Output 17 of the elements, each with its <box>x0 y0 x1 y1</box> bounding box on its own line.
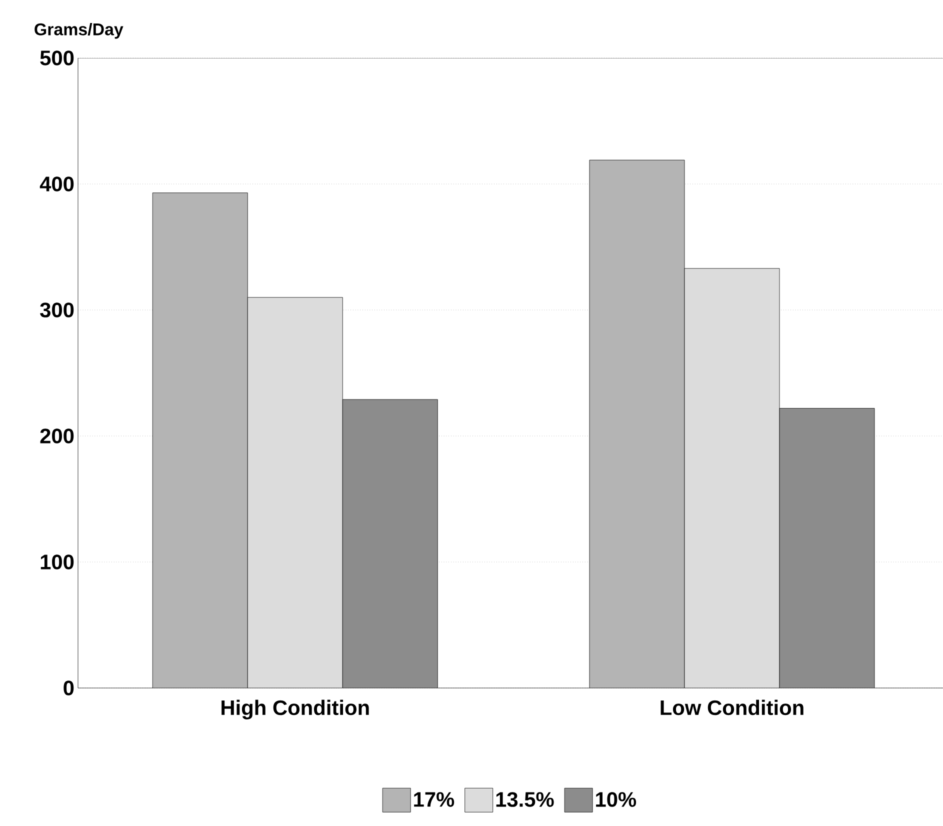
legend-label: 13.5% <box>496 792 554 807</box>
y-tick-label: 500 <box>40 50 74 66</box>
y-tick-label: 300 <box>40 302 74 318</box>
legend-label: 10% <box>596 792 636 807</box>
y-tick-label: 100 <box>40 554 74 570</box>
y-tick-label: 200 <box>40 428 74 444</box>
y-tick-label: 0 <box>64 680 74 696</box>
bar <box>248 297 343 688</box>
bar <box>152 192 248 688</box>
y-tick-label: 400 <box>40 176 74 192</box>
legend-label: 17% <box>414 792 454 807</box>
y-axis-title: Grams/Day <box>34 22 124 39</box>
bar <box>684 268 780 688</box>
x-tick-label: Low Condition <box>660 700 804 716</box>
bar <box>779 408 875 688</box>
bar <box>589 160 685 688</box>
x-tick-label: High Condition <box>222 700 369 720</box>
